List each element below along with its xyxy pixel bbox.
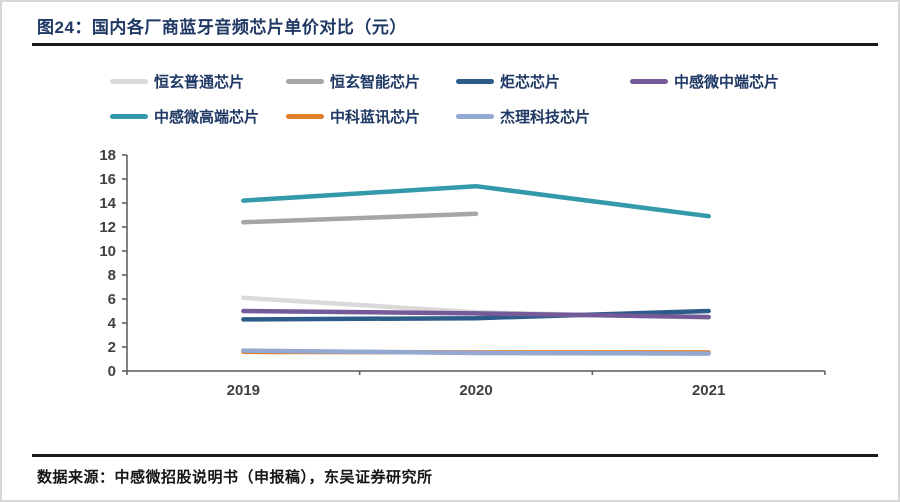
legend-item: 恒玄智能芯片 <box>286 69 456 93</box>
y-tick-label: 6 <box>108 291 116 308</box>
y-tick-label: 2 <box>108 339 116 356</box>
legend-swatch <box>456 78 494 84</box>
legend-swatch <box>110 78 148 84</box>
legend-swatch <box>110 113 148 119</box>
chart-legend: 恒玄普通芯片 恒玄智能芯片 炬芯芯片 中感微中端芯片中感微高端芯片 中科蓝讯芯片 杰理科技… <box>110 69 779 128</box>
legend-swatch <box>286 78 324 84</box>
y-tick-label: 8 <box>108 267 116 284</box>
figure-title: 图24：国内各厂商蓝牙音频芯片单价对比（元） <box>37 18 407 37</box>
legend-item: 炬芯芯片 <box>456 69 630 93</box>
y-tick-label: 0 <box>108 363 116 380</box>
legend-label: 中科蓝讯芯片 <box>330 108 421 126</box>
title-divider <box>32 43 878 46</box>
legend-item: 恒玄普通芯片 <box>110 69 286 93</box>
legend-item: 中感微高端芯片 <box>110 104 286 128</box>
legend-label: 中感微高端芯片 <box>154 108 260 126</box>
legend-label: 恒玄普通芯片 <box>154 73 245 91</box>
legend-label: 杰理科技芯片 <box>500 108 591 126</box>
series-line <box>241 211 479 225</box>
legend-swatch <box>456 113 494 119</box>
data-source-text: 数据来源：中感微招股说明书（申报稿），东吴证券研究所 <box>37 469 433 486</box>
legend-item: 中感微中端芯片 <box>630 69 779 93</box>
legend-swatch <box>630 78 668 84</box>
y-tick-label: 4 <box>108 315 117 332</box>
series-line <box>241 348 711 356</box>
y-tick-label: 10 <box>99 243 116 260</box>
y-tick-label: 18 <box>99 147 116 164</box>
legend-label: 恒玄智能芯片 <box>330 73 421 91</box>
series-line <box>241 308 711 320</box>
footer-divider <box>32 454 878 457</box>
series-line <box>241 183 711 219</box>
legend-item: 杰理科技芯片 <box>456 104 630 128</box>
legend-label: 中感微中端芯片 <box>674 73 780 91</box>
legend-item: 中科蓝讯芯片 <box>286 104 456 128</box>
y-tick-label: 16 <box>99 171 116 188</box>
x-tick-label: 2019 <box>227 382 260 399</box>
x-tick-label: 2021 <box>692 382 725 399</box>
legend-swatch <box>286 113 324 119</box>
y-tick-label: 12 <box>99 219 116 236</box>
series-line <box>241 308 711 322</box>
x-tick-label: 2020 <box>459 382 492 399</box>
y-tick-label: 14 <box>99 195 116 212</box>
legend-label: 炬芯芯片 <box>500 73 561 91</box>
